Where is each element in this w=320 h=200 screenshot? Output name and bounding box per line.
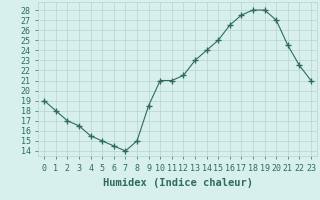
X-axis label: Humidex (Indice chaleur): Humidex (Indice chaleur) — [103, 178, 252, 188]
